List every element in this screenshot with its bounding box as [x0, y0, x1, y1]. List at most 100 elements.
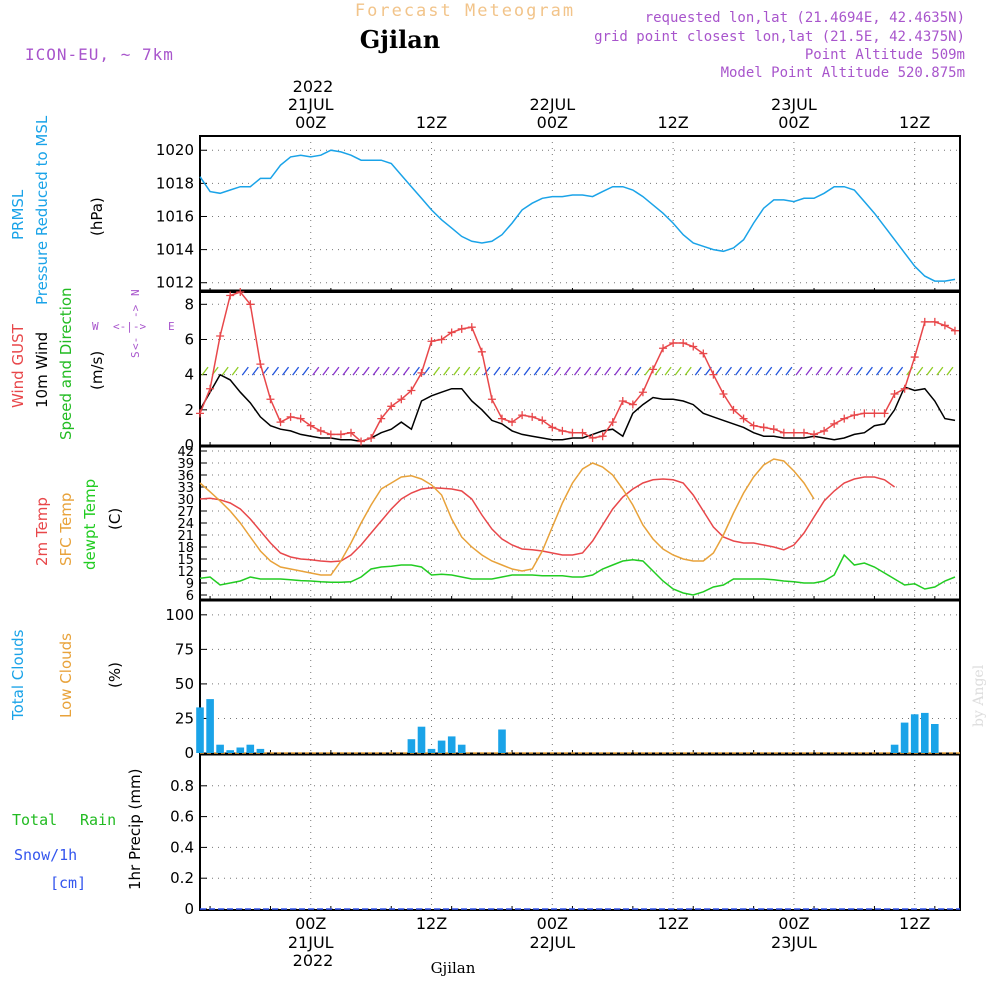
clouds-ytick-label: 0	[184, 744, 194, 762]
wind-barb-arrow	[523, 366, 531, 376]
gust-point	[578, 428, 587, 437]
gust-point	[538, 416, 547, 425]
temp-labels: 2m Temp SFC Temp dewpt Temp (C)	[33, 479, 124, 570]
bottom-hour-label: 00Z	[295, 914, 326, 933]
temp-ytick-label: 39	[177, 457, 194, 472]
gust-point	[306, 421, 315, 430]
wind-barb-arrow	[795, 366, 803, 376]
ms-label: (m/s)	[88, 351, 106, 390]
total-clouds-bar	[931, 724, 939, 753]
gust-point	[880, 409, 889, 418]
gust-point	[659, 344, 668, 353]
total-clouds-bar	[910, 714, 919, 753]
gust-point	[779, 428, 788, 437]
gust-point	[618, 397, 627, 406]
rain-label: Rain	[80, 811, 116, 829]
gust-point	[226, 291, 235, 300]
total-clouds-bar	[417, 726, 426, 753]
wind-barb-arrow	[584, 366, 592, 376]
gust-point	[739, 414, 748, 423]
wind-barb-arrow	[422, 366, 431, 376]
wind-barb-arrow	[402, 366, 410, 376]
wind-barb-arrow	[865, 366, 873, 376]
gust-point	[457, 324, 466, 333]
gust-label: Wind GUST	[9, 323, 27, 408]
gust-point	[437, 335, 446, 344]
pressure-label: Pressure Reduced to MSL	[33, 115, 51, 305]
wind-barb-arrow	[251, 366, 259, 376]
wind-barb-arrow	[684, 366, 692, 376]
temp-ytick-label: 33	[177, 481, 194, 496]
pressure-frame	[199, 135, 961, 293]
credit-watermark: by Angel	[971, 664, 987, 727]
bottom-hour-label: 12Z	[657, 914, 688, 933]
gust-point	[669, 339, 678, 347]
total-clouds-bar	[427, 748, 436, 753]
gust-point	[950, 326, 959, 335]
precip-panel: 0 0.2 0.4 0.6 0.8	[170, 753, 961, 918]
wind-barb-arrow	[342, 366, 350, 376]
gust-point	[487, 395, 496, 404]
gust-point	[930, 317, 939, 326]
bottom-hour-label: 00Z	[537, 914, 568, 933]
compass-mid: <-|->	[113, 320, 146, 333]
compass-n: N	[129, 289, 142, 296]
wind-barb-arrow	[634, 366, 642, 376]
wind-ytick-label: 4	[184, 366, 194, 384]
pressure-labels: PRMSL Pressure Reduced to MSL (hPa)	[9, 115, 106, 305]
clouds-frame	[199, 599, 961, 755]
gust-point	[628, 400, 637, 409]
gust-series-line	[199, 291, 956, 443]
temp-ytick-label: 21	[177, 529, 194, 544]
gust-point	[276, 418, 285, 427]
wind-barb-arrow	[875, 366, 883, 376]
wind-labels: Wind GUST 10m Wind Speed and Direction (…	[9, 287, 175, 440]
gust-point	[568, 428, 577, 437]
compass-s: S	[129, 351, 142, 358]
wind-barb-arrow	[382, 366, 390, 376]
precip-labels: Total Rain Snow/1h [cm] 1hr Precip (mm)	[12, 769, 144, 892]
gust-point	[427, 337, 436, 346]
clouds-ytick-label: 50	[175, 675, 194, 693]
gust-point	[367, 433, 376, 442]
pct-label: (%)	[106, 662, 124, 688]
total-clouds-bar	[890, 744, 899, 753]
model-label: ICON-EU, ~ 7km	[25, 45, 174, 64]
wind-barb-arrow	[563, 366, 571, 376]
precip-ytick-label: 0.8	[170, 777, 194, 795]
gust-point	[799, 428, 808, 437]
top-hour-label: 00Z	[295, 113, 326, 132]
total-clouds-label: Total Clouds	[9, 629, 27, 721]
precip-frame	[199, 753, 961, 911]
wind10-label: 10m Wind	[33, 332, 51, 408]
gust-point	[467, 323, 476, 332]
wind-barb-arrow	[292, 366, 300, 376]
gust-point	[810, 430, 819, 439]
hpa-label: (hPa)	[88, 197, 106, 236]
wind-barb-arrow	[835, 366, 843, 376]
wind-barb-arrow	[664, 366, 672, 376]
prmsl-label: PRMSL	[9, 189, 27, 240]
sfc-label: SFC Temp	[57, 493, 75, 566]
bottom-year: 2022	[293, 951, 334, 970]
gust-point	[759, 423, 768, 432]
wind-barb-arrow	[392, 366, 400, 376]
gust-point	[417, 368, 426, 377]
total-clouds-bar	[236, 747, 245, 753]
gust-point	[528, 412, 537, 421]
location-title: Gjilan	[360, 25, 440, 54]
wind-barb-arrow	[614, 366, 622, 376]
gust-point	[558, 426, 567, 435]
wind-barb-arrow	[332, 366, 340, 376]
wind-barb-arrow	[201, 366, 209, 376]
bottom-hour-label: 12Z	[416, 914, 447, 933]
total-clouds-bar	[206, 699, 214, 753]
sfc-series-line	[199, 458, 815, 576]
wind-barb-arrow	[644, 366, 652, 376]
total-clouds-bar	[226, 750, 234, 753]
gust-point	[397, 395, 406, 404]
top-day-label: 21JUL	[288, 95, 334, 114]
speed-dir-label: Speed and Direction	[57, 287, 75, 440]
compass-e: E	[168, 320, 175, 333]
temp-ytick-label: 6	[186, 589, 194, 604]
